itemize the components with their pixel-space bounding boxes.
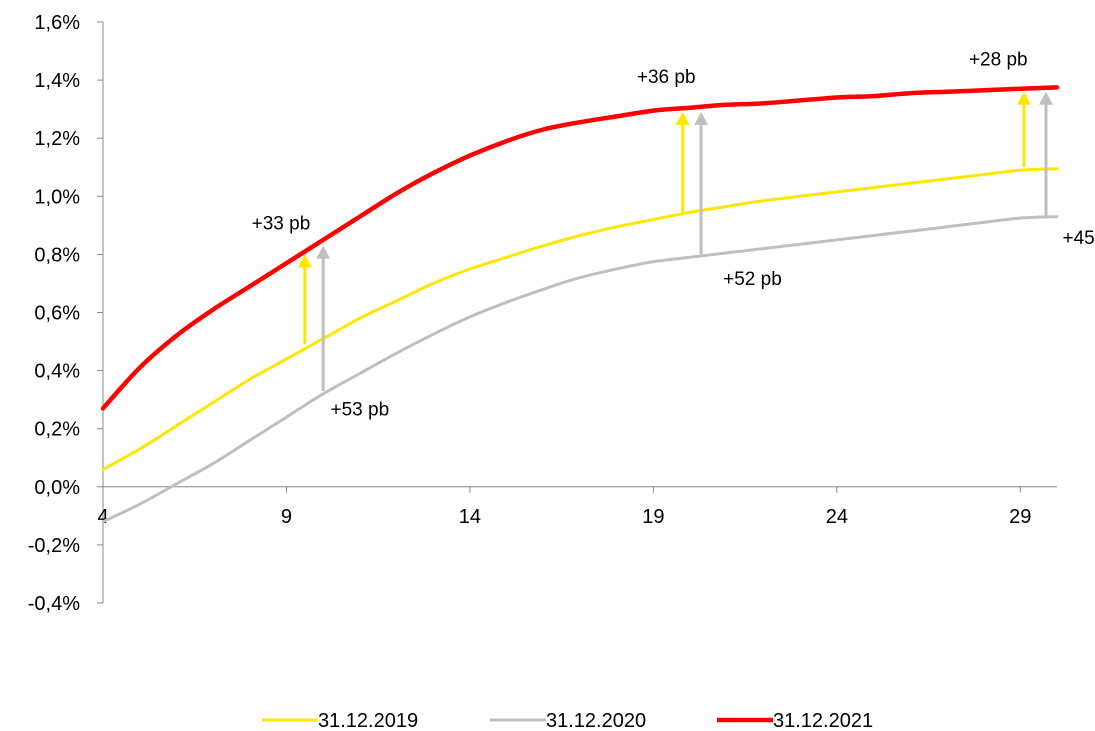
y-tick-label: 1,2%	[34, 128, 80, 150]
change-annotation: +36 pb	[637, 67, 696, 88]
y-tick-label: 0,6%	[34, 303, 80, 325]
y-tick-label: 0,4%	[34, 361, 80, 383]
change-arrow	[675, 112, 690, 214]
legend-label: 31.12.2021	[773, 710, 873, 731]
y-tick-label: 0,2%	[34, 419, 80, 441]
y-axis-ticks: -0,4% -0,2% 0,0% 0,2% 0,4% 0,6% 0,8% 1,0% 1,2% 1,…	[28, 12, 103, 615]
y-tick-label: -0,2%	[28, 535, 80, 557]
change-arrow	[1016, 91, 1031, 168]
change-annotation: +33 pb	[252, 214, 311, 235]
change-arrow-head	[694, 112, 709, 126]
x-tick-label: 29	[1009, 506, 1031, 528]
x-tick-label: 14	[459, 506, 481, 528]
change-arrow	[1038, 91, 1053, 217]
x-tick-label: 4	[97, 506, 108, 528]
change-arrows	[297, 91, 1053, 391]
change-arrow	[316, 245, 331, 391]
legend: 31.12.2019 31.12.2020 31.12.2021	[262, 710, 873, 731]
y-tick-label: 1,0%	[34, 186, 80, 208]
series-lines	[100, 85, 1060, 524]
legend-label: 31.12.2020	[546, 710, 646, 731]
x-axis-ticks: 4 9 14 19 24 29	[97, 486, 1031, 528]
y-tick-label: 0,0%	[34, 477, 80, 499]
axes	[102, 22, 1057, 603]
change-arrow	[694, 112, 709, 255]
change-arrow-head	[297, 254, 312, 268]
y-tick-label: 0,8%	[34, 244, 80, 266]
series-line-31.12.2019	[101, 167, 1059, 471]
change-arrow	[297, 254, 312, 345]
legend-item: 31.12.2021	[717, 710, 873, 731]
y-tick-label: -0,4%	[28, 593, 80, 615]
x-tick-label: 19	[642, 506, 664, 528]
change-arrow-head	[1038, 91, 1053, 105]
change-arrow-head	[675, 112, 690, 126]
legend-label: 31.12.2019	[318, 710, 418, 731]
series-line-31.12.2020	[101, 215, 1059, 524]
series-line-31.12.2021	[100, 85, 1060, 411]
x-tick-label: 24	[826, 506, 848, 528]
change-annotation: +28 pb	[969, 50, 1028, 71]
change-arrow-head	[316, 245, 331, 259]
y-tick-label: 1,6%	[34, 12, 80, 34]
change-annotation: +52 pb	[723, 269, 782, 290]
legend-item: 31.12.2019	[262, 710, 418, 731]
change-annotation: +53 pb	[331, 400, 390, 421]
legend-item: 31.12.2020	[490, 710, 646, 731]
change-annotation: +45 pb	[1063, 228, 1095, 249]
change-arrow-head	[1016, 91, 1031, 105]
x-tick-label: 9	[281, 506, 292, 528]
change-annotations: +33 pb +53 pb +36 pb +52 pb +28 pb +45 pb	[252, 50, 1095, 421]
y-tick-label: 1,4%	[34, 70, 80, 92]
